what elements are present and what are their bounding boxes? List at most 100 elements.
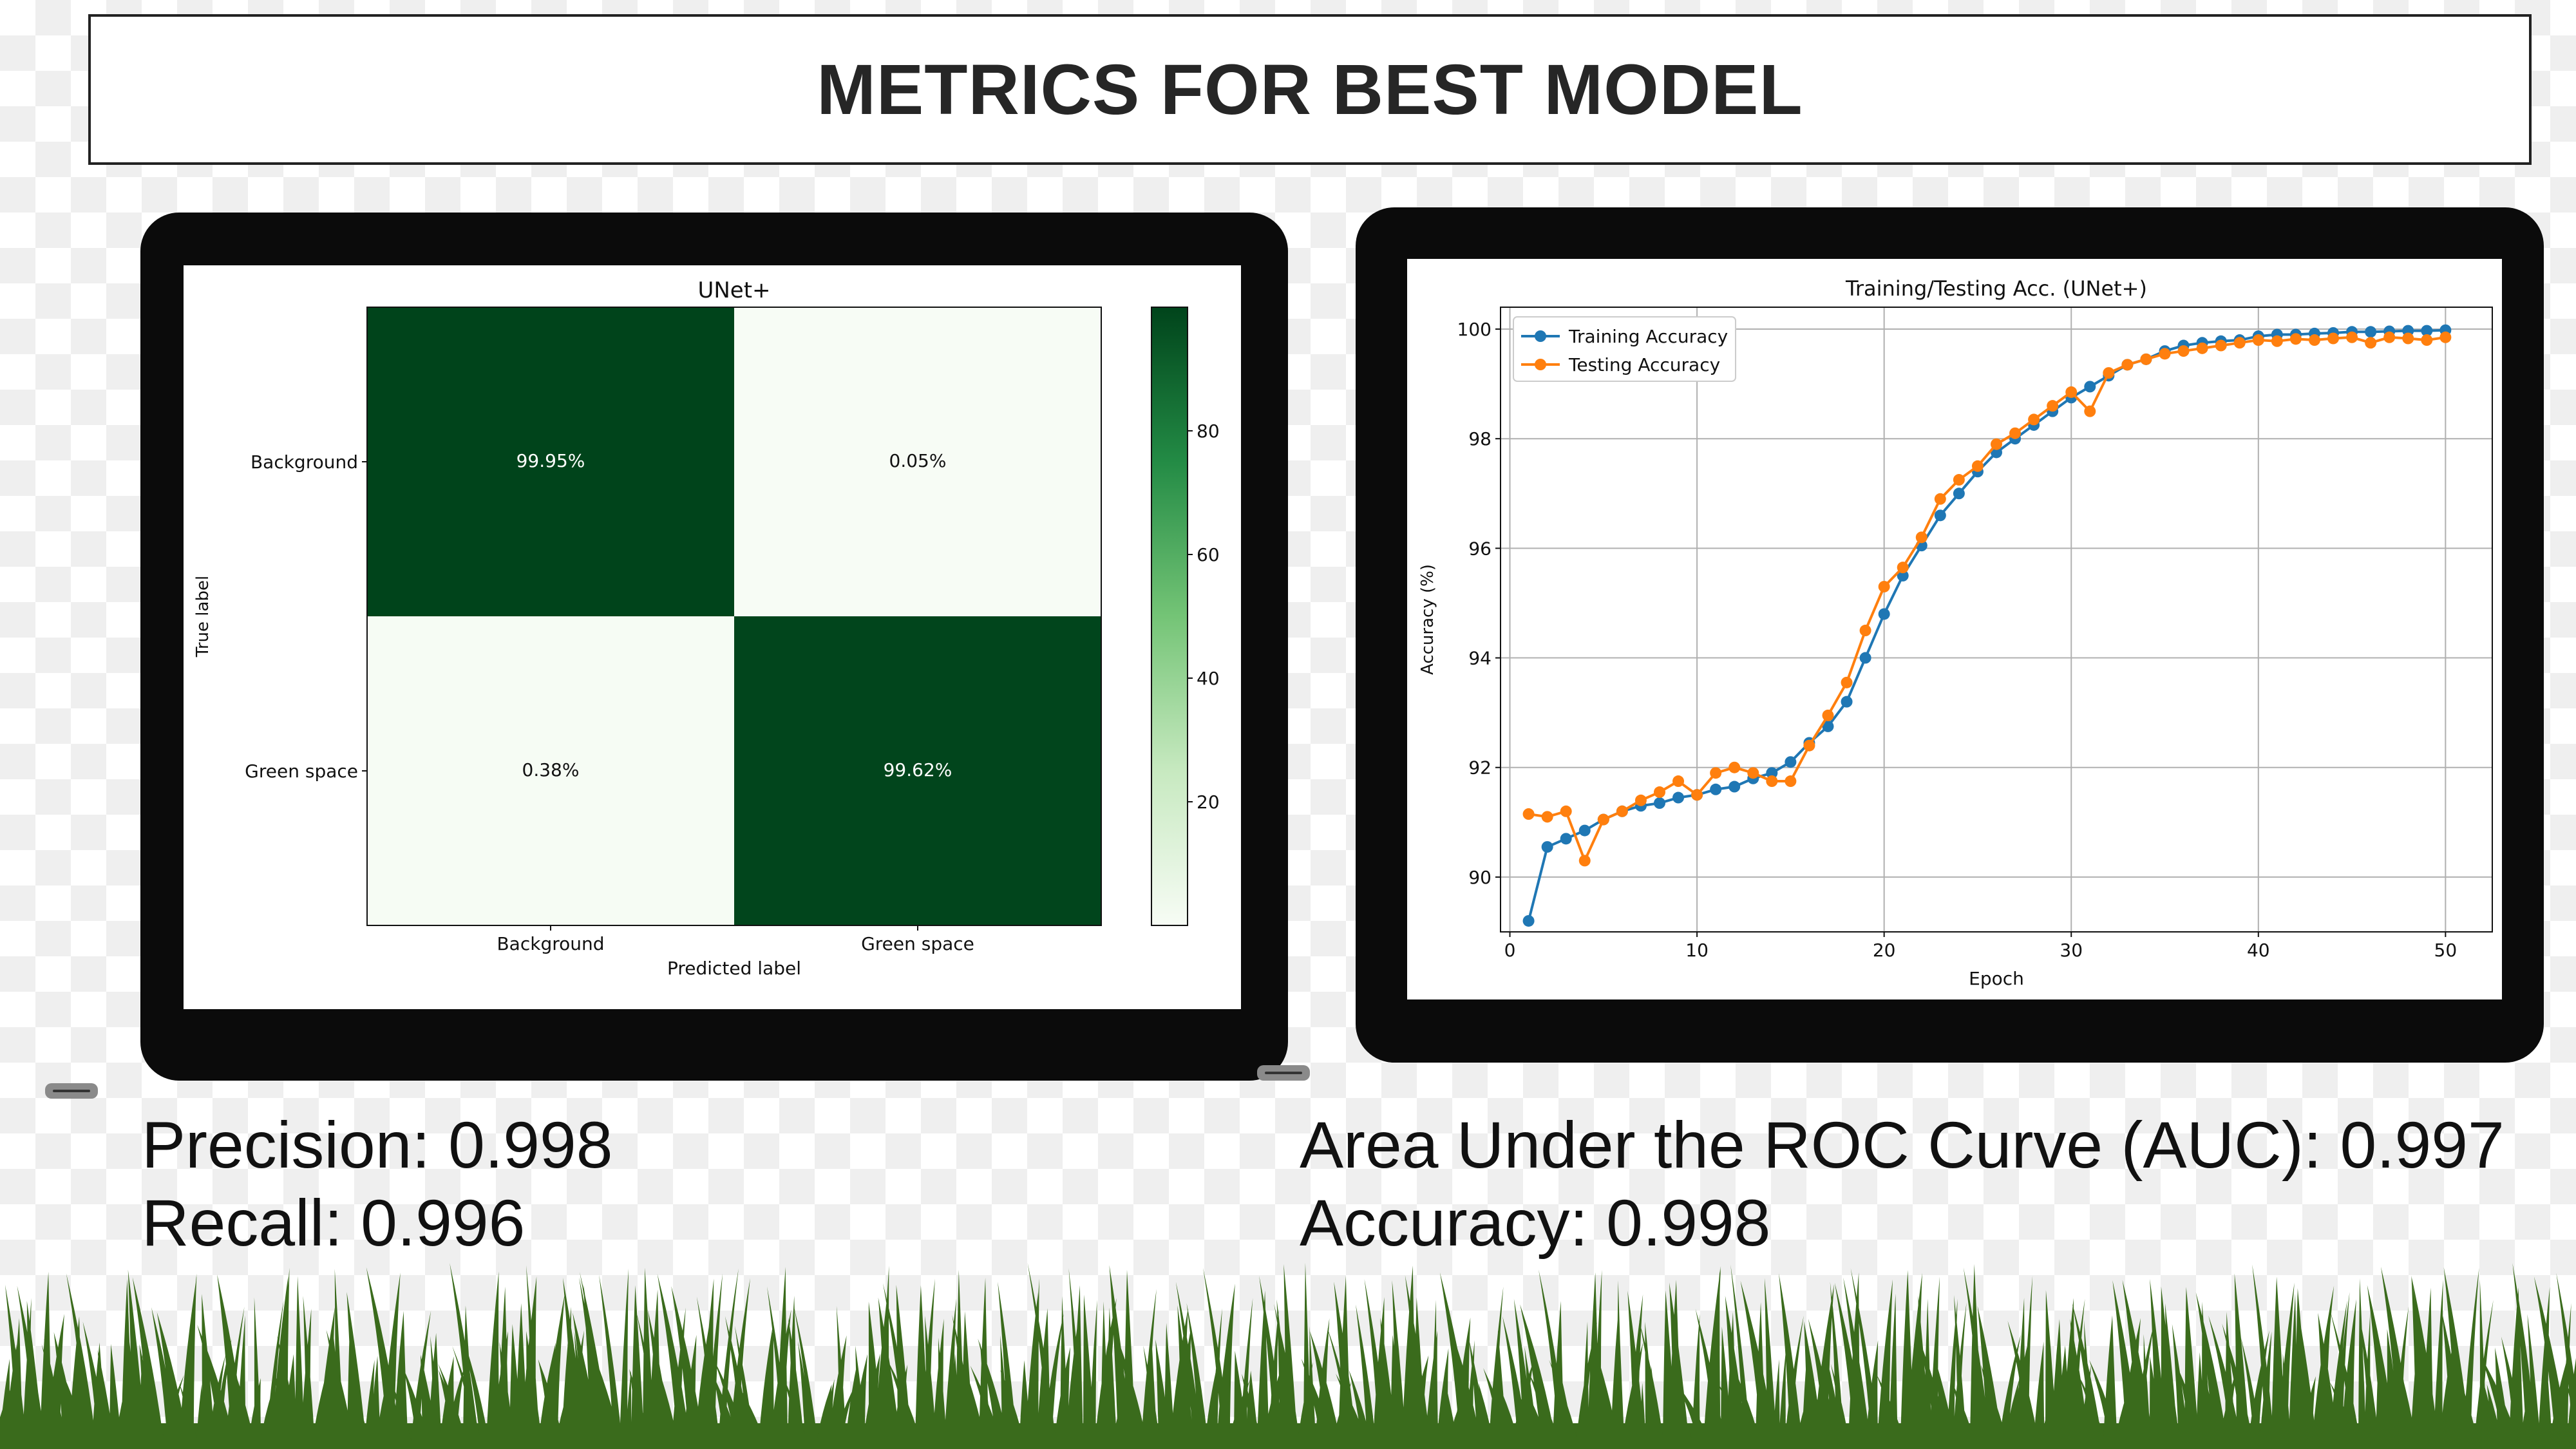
data-point: [1785, 756, 1797, 768]
data-point: [2140, 353, 2152, 365]
cm-xtick-label: Background: [497, 933, 604, 954]
data-point: [1560, 833, 1572, 845]
left-tablet-screen: UNet+ 99.95% 0.05% 0.38% 99.62% Background Gre…: [184, 265, 1241, 1009]
data-point: [1522, 914, 1535, 927]
x-tick-label: 20: [1873, 940, 1896, 961]
data-point: [1728, 781, 1741, 793]
data-point: [1953, 488, 1965, 500]
series-line: [1528, 336, 2446, 864]
x-tick-label: 40: [2247, 940, 2270, 961]
data-point: [1841, 676, 1853, 688]
data-point: [2065, 386, 2078, 398]
series-line: [1527, 328, 2446, 922]
data-point: [2308, 334, 2320, 346]
legend-box: [1513, 316, 1736, 382]
legend-label: Training Accuracy: [1568, 326, 1728, 347]
y-tick-label: 98: [1468, 428, 1492, 450]
cm-cell: [367, 616, 734, 925]
data-point: [2177, 345, 2190, 357]
data-point: [2233, 337, 2246, 349]
legend-label: Testing Accuracy: [1568, 354, 1720, 375]
x-tick-label: 10: [1685, 940, 1709, 961]
data-point: [2084, 405, 2096, 417]
data-point: [2271, 335, 2283, 347]
data-point: [1578, 855, 1591, 867]
data-point: [1653, 786, 1665, 799]
data-point: [1915, 531, 1927, 544]
data-point: [1522, 808, 1535, 820]
plot-frame: [1500, 307, 2493, 933]
colorbar-tick-label: 20: [1197, 791, 1220, 813]
data-point: [2421, 334, 2433, 346]
data-point: [2402, 332, 2414, 345]
x-axis-label: Epoch: [1969, 968, 2024, 989]
cm-ytick-label: Green space: [245, 761, 358, 782]
cm-cell-label: 99.62%: [884, 759, 952, 781]
data-point: [1934, 493, 1946, 505]
cm-xlabel: Predicted label: [667, 958, 801, 979]
data-point: [1878, 608, 1890, 620]
cm-frame: [366, 307, 1102, 926]
data-point: [2365, 326, 2377, 338]
data-point: [1897, 569, 1909, 582]
data-point: [1859, 652, 1871, 664]
tablet-button-icon[interactable]: [45, 1083, 98, 1099]
data-point: [1672, 791, 1685, 804]
data-point: [2327, 332, 2340, 345]
cm-cell: [734, 616, 1101, 925]
data-point: [2215, 339, 2227, 352]
data-point: [1616, 805, 1628, 817]
data-point: [2028, 413, 2040, 426]
cm-xtick-label: Green space: [861, 933, 974, 954]
data-point: [1634, 794, 1647, 806]
cm-cell: [734, 307, 1101, 616]
data-point: [1728, 761, 1741, 773]
data-point: [1710, 767, 1722, 779]
data-point: [1934, 509, 1946, 522]
y-tick-label: 92: [1468, 757, 1492, 779]
data-point: [1953, 474, 1965, 486]
data-point: [2121, 359, 2134, 371]
data-point: [2252, 334, 2264, 346]
legend-marker: [1535, 330, 1546, 342]
cm-title: UNet+: [697, 278, 770, 303]
colorbar-tick-label: 40: [1197, 668, 1220, 689]
accuracy-line-chart: Training/Testing Acc. (UNet+) 0 10 20 30 40 50…: [1418, 276, 2493, 989]
y-tick-label: 100: [1457, 319, 1492, 340]
x-tick-label: 50: [2434, 940, 2458, 961]
data-point: [1710, 783, 1722, 795]
cm-cell-label: 99.95%: [516, 450, 585, 471]
y-tick-label: 90: [1468, 867, 1492, 888]
data-point: [1766, 775, 1778, 788]
colorbar-tick-label: 60: [1197, 544, 1220, 565]
data-point: [1672, 775, 1685, 788]
data-point: [1541, 841, 1553, 853]
data-point: [2196, 342, 2208, 354]
auc-text: Area Under the ROC Curve (AUC): 0.997: [1300, 1108, 2505, 1182]
data-point: [1653, 797, 1665, 810]
grass-blades: [0, 1262, 2576, 1443]
page-title: METRICS FOR BEST MODEL: [817, 50, 1803, 129]
data-point: [1803, 739, 1815, 752]
data-point: [1691, 789, 1703, 801]
data-point: [2084, 381, 2096, 393]
cm-cell-label: 0.05%: [889, 450, 947, 471]
cm-ytick-label: Background: [251, 451, 358, 473]
data-point: [1785, 775, 1797, 788]
data-point: [1822, 709, 1834, 721]
line-chart-title: Training/Testing Acc. (UNet+): [1845, 276, 2147, 301]
data-point: [1747, 767, 1759, 779]
data-point: [2047, 400, 2059, 412]
right-tablet-screen: Training/Testing Acc. (UNet+) 0 10 20 30 40 50…: [1407, 259, 2502, 999]
cm-cell: [367, 307, 734, 616]
tablet-button-icon[interactable]: [1257, 1065, 1310, 1081]
y-axis-label: Accuracy (%): [1418, 564, 1437, 675]
data-point: [2346, 331, 2358, 343]
data-point: [1766, 767, 1778, 779]
data-point: [1991, 438, 2002, 450]
data-point: [2289, 333, 2302, 345]
data-point: [2383, 331, 2396, 343]
x-tick-label: 30: [2060, 940, 2083, 961]
data-point: [2365, 337, 2377, 349]
data-point: [2159, 348, 2171, 360]
